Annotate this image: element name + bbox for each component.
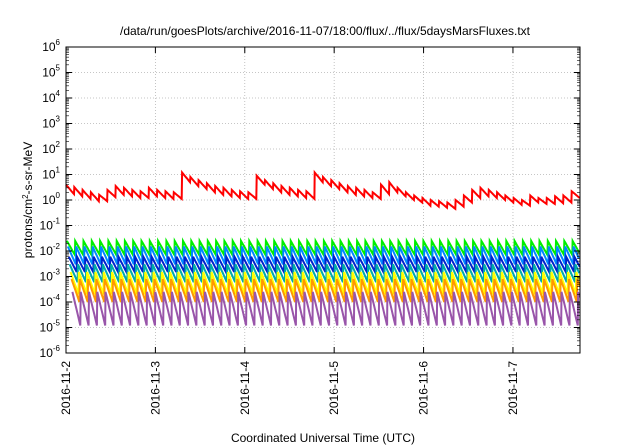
series-line-2 [66,246,580,265]
series-line-1 [66,237,581,259]
y-tick-label: 10-5 [40,319,61,335]
y-tick-label-exp: 3 [56,115,61,124]
y-tick-label: 10-4 [40,293,61,309]
y-tick-label: 103 [42,115,60,131]
y-tick-label-exp: 4 [56,89,61,98]
series-group [65,169,581,326]
y-tick-label: 10-3 [40,268,61,284]
series-line-0 [65,169,581,211]
y-tick-label-base: 10 [42,91,56,105]
y-tick-label-base: 10 [42,142,56,156]
x-tick-label: 2016-11-6 [417,361,431,415]
y-tick-label-exp: 5 [56,64,61,73]
y-tick-label-exp: -5 [53,319,61,328]
x-axis-ticks: 2016-11-2 2016-11-3 2016-11-4 2016-11-5 2016… [59,47,520,415]
y-tick-label-exp: 2 [56,140,61,149]
y-tick-label-base: 10 [42,66,56,80]
series-line-4 [68,263,581,283]
y-tick-label-exp: -1 [53,217,61,226]
y-tick-label-base: 10 [40,321,54,335]
y-tick-label-exp: -2 [53,242,61,251]
x-tick-label: 2016-11-7 [506,361,520,415]
y-axis-label-post: -s-sr-MeV [21,142,35,195]
series-line-6 [70,278,581,303]
y-tick-label-base: 10 [40,295,54,309]
y-tick-label: 106 [42,38,60,54]
series-line-3 [67,252,581,276]
y-tick-label-base: 10 [40,219,54,233]
y-tick-label-base: 10 [40,270,54,284]
y-tick-label: 102 [42,140,60,156]
y-tick-label-base: 10 [42,40,56,54]
x-tick-label: 2016-11-3 [148,361,162,415]
y-tick-label-exp: 0 [56,191,61,200]
y-axis-label-sup: 2 [21,194,30,199]
y-tick-label-base: 10 [42,168,56,182]
y-tick-label: 104 [42,89,60,105]
series-line-7 [71,291,581,326]
y-tick-label-exp: -4 [53,293,61,302]
series-line-5 [69,271,580,295]
y-tick-label: 101 [42,166,60,182]
x-tick-label: 2016-11-2 [59,361,73,415]
y-tick-label-exp: -3 [53,268,61,277]
chart-title: /data/run/goesPlots/archive/2016-11-07/1… [120,24,531,38]
y-tick-label-exp: 1 [56,166,61,175]
y-tick-label-exp: -6 [53,344,61,353]
x-tick-label: 2016-11-4 [238,361,252,415]
x-tick-label: 2016-11-5 [327,361,341,415]
y-tick-label-exp: 6 [56,38,61,47]
y-tick-label: 100 [42,191,60,207]
y-tick-label-base: 10 [40,346,54,360]
y-axis-label-pre: protons/cm [21,199,35,258]
x-axis-label: Coordinated Universal Time (UTC) [231,431,415,445]
y-tick-label: 10-1 [40,217,61,233]
y-tick-label-base: 10 [42,193,56,207]
y-axis-ticks: 10-610-510-410-310-210-11001011021031041… [40,38,580,360]
y-tick-label: 10-2 [40,242,61,258]
y-tick-label: 10-6 [40,344,61,360]
y-tick-label-base: 10 [42,117,56,131]
y-axis-label: protons/cm2-s-sr-MeV [21,142,36,258]
y-tick-label-base: 10 [40,244,54,258]
y-tick-label: 105 [42,64,60,80]
